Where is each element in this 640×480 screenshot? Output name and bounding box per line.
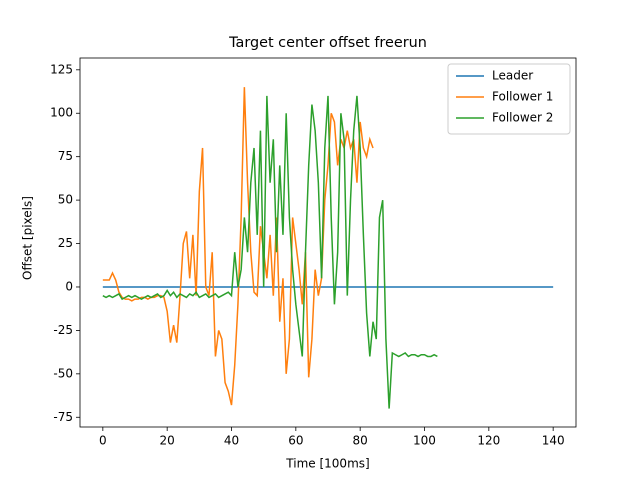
x-tick-label: 0 — [99, 434, 107, 448]
x-tick-label: 120 — [477, 434, 500, 448]
x-tick-label: 140 — [542, 434, 565, 448]
chart-title: Target center offset freerun — [228, 35, 427, 51]
legend-label: Follower 2 — [492, 111, 553, 125]
y-tick-label: 25 — [58, 236, 73, 250]
y-tick-label: -25 — [53, 323, 73, 337]
y-tick-label: -50 — [53, 366, 73, 380]
legend-label: Leader — [492, 69, 533, 83]
x-tick-label: 40 — [224, 434, 239, 448]
x-axis-label: Time [100ms] — [285, 457, 369, 471]
x-tick-label: 100 — [413, 434, 436, 448]
y-axis-label: Offset [pixels] — [21, 196, 35, 280]
y-tick-label: 0 — [65, 279, 73, 293]
x-tick-label: 60 — [288, 434, 303, 448]
y-tick-label: 75 — [58, 149, 73, 163]
series-line — [102, 95, 438, 409]
y-tick-label: 100 — [50, 106, 73, 120]
y-tick-label: 50 — [58, 193, 73, 207]
legend-box — [447, 63, 571, 135]
x-tick-label: 80 — [353, 434, 368, 448]
y-tick-label: 125 — [50, 62, 73, 76]
y-tick-label: -75 — [53, 410, 73, 424]
series-line — [102, 87, 374, 406]
x-tick-label: 20 — [160, 434, 175, 448]
plot-frame — [79, 57, 577, 428]
legend-label: Follower 1 — [492, 90, 553, 104]
